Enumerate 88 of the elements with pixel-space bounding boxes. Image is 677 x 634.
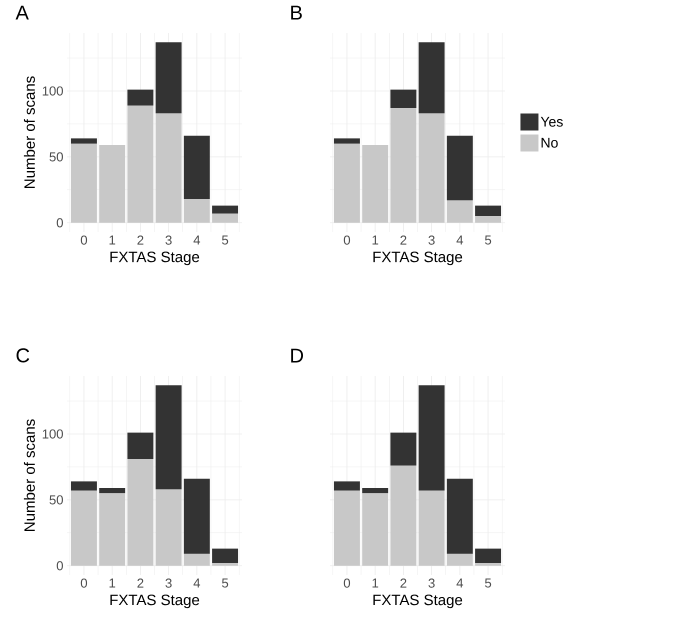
bar [156, 113, 182, 223]
bar [127, 432, 154, 460]
y-tick-label: 0 [56, 561, 63, 570]
bar [446, 554, 473, 566]
legend-label: No [542, 138, 558, 148]
x-tick-label: 5 [484, 236, 492, 245]
bar [362, 493, 388, 566]
y-tick-label: 50 [50, 495, 63, 504]
bar [212, 548, 238, 564]
chart-title: A [16, 6, 29, 20]
bar [390, 466, 416, 566]
bar [446, 200, 473, 223]
x-tick-label: 1 [110, 236, 116, 244]
bar [127, 459, 154, 566]
bar [212, 563, 238, 566]
bar [184, 554, 210, 566]
x-tick-label: 1 [372, 578, 378, 588]
bar [446, 136, 473, 200]
x-tick-label: 4 [194, 236, 200, 244]
y-tick-label: 100 [42, 429, 63, 439]
x-tick-label: 3 [166, 236, 172, 245]
y-tick-label: 100 [42, 86, 63, 96]
bar [156, 489, 182, 566]
bar [362, 488, 388, 494]
x-tick-label: 4 [194, 578, 200, 588]
x-axis-title: FXTAS Stage [110, 594, 200, 608]
x-tick-label: 0 [80, 578, 88, 588]
x-tick-label: 5 [484, 578, 492, 588]
bar [390, 432, 416, 466]
bar [99, 493, 126, 566]
bar [418, 385, 445, 491]
x-tick-label: 5 [222, 578, 228, 588]
x-tick-label: 1 [372, 236, 378, 244]
x-axis-title: FXTAS Stage [373, 594, 462, 608]
x-tick-label: 4 [456, 236, 464, 244]
x-tick-label: 3 [428, 578, 435, 588]
y-axis-title: Number of scans [24, 419, 35, 531]
x-tick-label: 2 [137, 236, 144, 245]
bar [390, 108, 416, 223]
y-axis-title: Number of scans [24, 76, 35, 188]
bar [184, 136, 210, 200]
x-tick-label: 0 [80, 236, 88, 245]
y-tick-label: 50 [50, 152, 63, 162]
x-tick-label: 5 [222, 236, 228, 245]
bar [212, 206, 238, 214]
bar [334, 490, 360, 566]
bar [127, 90, 154, 106]
x-tick-label: 2 [137, 578, 144, 588]
bar [418, 490, 445, 566]
x-tick-label: 1 [110, 578, 116, 588]
bar [475, 216, 502, 223]
x-tick-label: 2 [400, 578, 406, 588]
bar [475, 206, 502, 216]
bar [99, 488, 126, 494]
x-tick-label: 3 [428, 236, 435, 245]
x-tick-label: 0 [344, 236, 350, 245]
x-tick-label: 0 [344, 578, 350, 588]
bar [362, 145, 388, 223]
bar [156, 42, 182, 114]
bar [70, 144, 97, 223]
bar [334, 138, 360, 144]
bar [70, 490, 97, 566]
bar [390, 90, 416, 108]
bar [446, 478, 473, 554]
bar [70, 481, 97, 491]
bar [212, 214, 238, 223]
bar [184, 478, 210, 554]
chart-title: C [16, 348, 30, 362]
bar [418, 42, 445, 114]
bar [70, 138, 97, 144]
x-axis-title: FXTAS Stage [373, 252, 462, 266]
bar [475, 548, 502, 564]
x-tick-label: 3 [166, 578, 172, 588]
x-tick-label: 2 [400, 236, 406, 245]
bar [127, 105, 154, 223]
bar [184, 199, 210, 223]
y-tick-label: 0 [56, 218, 63, 228]
bar [418, 113, 445, 223]
bar [334, 144, 360, 223]
x-tick-label: 4 [456, 578, 464, 588]
chart-title: D [291, 348, 304, 362]
bar [99, 145, 126, 223]
legend-label: Yes [540, 116, 563, 127]
chart-title: B [291, 6, 302, 20]
x-axis-title: FXTAS Stage [110, 252, 200, 266]
bar [475, 563, 502, 566]
bar [156, 385, 182, 490]
bar [334, 481, 360, 491]
